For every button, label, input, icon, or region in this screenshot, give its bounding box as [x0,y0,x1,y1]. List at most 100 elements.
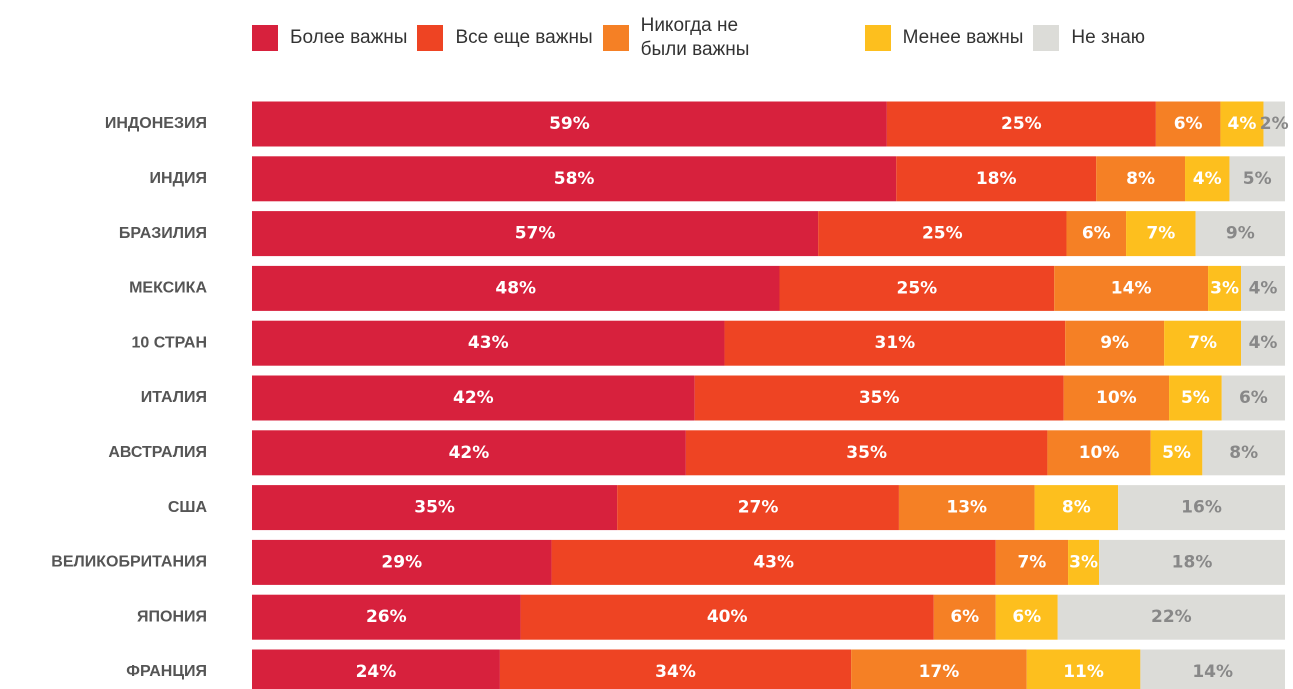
bar-segment [995,594,1058,640]
bar-segment [898,485,1035,531]
value-label: 16% [1181,498,1222,518]
category-label: АВСТРАЛИЯ [108,444,207,461]
value-label: 35% [859,388,900,408]
bar-segment [252,101,887,147]
legend-swatch [417,25,444,51]
value-label: 42% [453,388,494,408]
value-label: 3% [1210,278,1239,298]
bar-segment [1241,320,1285,366]
value-label: 6% [1012,607,1041,627]
value-label: 17% [919,662,960,682]
value-label: 22% [1151,607,1192,627]
value-label: 35% [414,498,455,518]
bar-segment [1155,101,1221,147]
value-label: 8% [1062,498,1091,518]
bar-segment [1068,539,1100,585]
legend-swatch [252,25,278,51]
value-label: 5% [1181,388,1210,408]
bar-segment [1126,211,1196,257]
legend-item: Никогда не были важны [602,14,771,62]
category-label: ФРАНЦИЯ [126,663,207,680]
bar-segment [1195,211,1285,257]
bar-segment [818,211,1067,257]
value-label: 27% [738,498,779,518]
category-label: 10 СТРАН [131,334,207,351]
value-label: 25% [922,224,963,244]
legend-label: Все еще важны [455,27,593,48]
bar-segment [1241,265,1285,311]
category-label: БРАЗИЛИЯ [119,225,207,242]
value-label: 14% [1111,278,1152,298]
bar-segment [896,156,1097,202]
bar-segment [1099,539,1285,585]
value-label: 40% [707,607,748,627]
bar-segment [1063,375,1170,421]
legend-item: Менее важны [864,25,1023,51]
value-label: 10% [1096,388,1137,408]
value-label: 7% [1146,224,1175,244]
value-label: 5% [1162,443,1191,463]
bar-segment [252,594,521,640]
value-label: 8% [1126,169,1155,189]
value-label: 58% [554,169,595,189]
category-label: США [168,499,208,516]
bar-segment [252,211,819,257]
value-label: 35% [846,443,887,463]
value-label: 14% [1192,662,1233,682]
bar-segment [1202,430,1285,476]
bar-segment [617,485,899,531]
value-label: 42% [449,443,490,463]
category-label: МЕКСИКА [129,280,207,297]
bar-segment [1047,430,1151,476]
value-label: 43% [468,333,509,353]
value-label: 5% [1243,169,1272,189]
bar-segment [886,101,1156,147]
bar-segment [1026,649,1141,689]
legend-item: Не знаю [1033,25,1145,51]
value-label: 4% [1193,169,1222,189]
value-label: 48% [495,278,536,298]
value-label: 8% [1229,443,1258,463]
bar-segment [551,539,996,585]
value-label: 9% [1100,333,1129,353]
legend-item: Все еще важны [417,25,593,51]
value-label: 4% [1249,278,1278,298]
bar-segment [1034,485,1119,531]
bar-segment [1066,211,1127,257]
bar-segment [252,320,725,366]
value-label: 25% [1001,114,1042,134]
category-label: ВЕЛИКОБРИТАНИЯ [51,554,207,571]
value-label: 59% [549,114,590,134]
bar-segment [1150,430,1203,476]
legend-swatch [864,25,891,51]
bar-segment [1118,485,1285,531]
value-label: 26% [366,607,407,627]
value-label: 7% [1188,333,1217,353]
value-label: 3% [1069,552,1098,572]
bar-segment [779,265,1055,311]
category-label: ИНДОНЕЗИЯ [105,115,207,132]
bar-segment [1164,320,1242,366]
value-label: 34% [655,662,696,682]
legend-label: Более важны [290,27,408,48]
bar-segment [1229,156,1285,202]
bar-segment [252,430,686,476]
bar-segment [499,649,852,689]
bar-segment [995,539,1069,585]
value-label: 10% [1079,443,1120,463]
legend-item: Более важны [252,25,407,51]
bar-segment [252,485,618,531]
value-label: 2% [1260,114,1289,134]
bar-segment [1096,156,1186,202]
bar-segment [1169,375,1222,421]
value-label: 4% [1249,333,1278,353]
value-label: 31% [875,333,916,353]
legend-label: Никогда не были важны [640,15,750,60]
bar-segment [694,375,1064,421]
bar-segment [851,649,1027,689]
value-label: 7% [1017,552,1046,572]
value-label: 9% [1226,224,1255,244]
category-label: ИНДИЯ [150,170,207,187]
